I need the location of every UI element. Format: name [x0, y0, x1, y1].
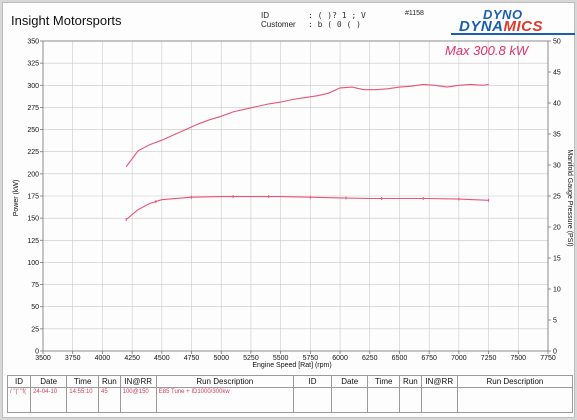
- x-tick-label: 6000: [332, 355, 348, 362]
- cell-id-2: [292, 387, 333, 396]
- max-power-annotation: Max 300.8 kW: [445, 43, 530, 58]
- x-tick-label: 6250: [362, 355, 378, 362]
- run-table-header: ID Date Time Run IN@RR Run Description I…: [6, 375, 574, 388]
- y2-tick-label: 35: [553, 132, 561, 139]
- x-axis-label: Engine Speed [Rat] (rpm): [252, 362, 331, 369]
- x-tick-label: 4500: [154, 355, 170, 362]
- table-row: / "(' "f( 24-04-10 14:55:10 45 100@150 E…: [6, 387, 574, 396]
- table-row: [6, 404, 574, 413]
- logo-word-dyno: DYNO: [483, 7, 523, 22]
- x-tick-label: 7750: [540, 355, 556, 362]
- col-run-2: Run: [399, 375, 422, 388]
- y2-tick-label: 0: [553, 349, 557, 356]
- table-row: [6, 396, 574, 404]
- y2-tick-label: 20: [553, 225, 561, 232]
- company-name: Insight Motorsports: [11, 13, 122, 28]
- customer-label: Customer: [261, 20, 296, 29]
- y2-tick-label: 5: [553, 318, 557, 325]
- y-tick-label: 150: [27, 216, 39, 223]
- col-id: ID: [6, 375, 32, 388]
- chart-grid: [42, 40, 549, 352]
- customer-value: : b ( 0 ( ): [308, 20, 361, 29]
- x-tick-label: 5500: [273, 355, 289, 362]
- logo-word-dynamics: DYNAMICS: [459, 18, 543, 35]
- col-run: Run: [98, 375, 121, 388]
- y-tick-label: 225: [27, 149, 39, 156]
- cell-time: 14:55:10: [66, 387, 100, 396]
- x-tick-label: 5750: [303, 355, 319, 362]
- y2-tick-label: 40: [553, 101, 561, 108]
- col-id-2: ID: [292, 375, 333, 388]
- col-date-2: Date: [331, 375, 369, 388]
- y-tick-label: 200: [27, 171, 39, 178]
- col-in-rr-2: IN@RR: [420, 375, 458, 388]
- id-label: ID: [261, 11, 269, 20]
- col-date: Date: [30, 375, 68, 388]
- col-time-2: Time: [367, 375, 401, 388]
- x-tick-label: 7000: [451, 355, 467, 362]
- y2-tick-label: 30: [553, 163, 561, 170]
- cell-run-description: E85 Tune + ID1000/300kw: [155, 387, 294, 396]
- cell-run-2: [399, 387, 422, 396]
- col-run-description-2: Run Description: [456, 375, 574, 388]
- cell-date: 24-04-10: [30, 387, 68, 396]
- y2-tick-label: 50: [553, 39, 561, 46]
- y-tick-label: 100: [27, 260, 39, 267]
- logo-underline: [451, 33, 575, 35]
- y-tick-label: 275: [27, 105, 39, 112]
- chart-ticks: 3500 3750 4000 4250 4500 4750 5000 5250 5500 5750…: [27, 39, 561, 363]
- cell-in-rr-2: [420, 387, 458, 396]
- cell-in-rr: 100@150: [119, 387, 157, 396]
- y-axis-label: Power (kW): [13, 180, 20, 217]
- y-tick-label: 300: [27, 83, 39, 90]
- y-tick-label: 325: [27, 61, 39, 68]
- y2-tick-label: 25: [553, 194, 561, 201]
- x-tick-label: 6750: [421, 355, 437, 362]
- run-table: ID Date Time Run IN@RR Run Description I…: [6, 375, 574, 415]
- col-run-description: Run Description: [155, 375, 294, 388]
- cell-date-2: [331, 387, 369, 396]
- dyno-chart: 3500 3750 4000 4250 4500 4750 5000 5250 5500 5750…: [13, 39, 573, 370]
- y-tick-label: 75: [31, 282, 39, 289]
- logo-mics: MICS: [503, 18, 544, 35]
- y2-axis-label: Manifold Gauge Pressure (PSI): [566, 149, 573, 246]
- x-tick-label: 4250: [124, 355, 140, 362]
- chart-series: [125, 83, 490, 222]
- id-value: : ( )? 1 ; V: [308, 11, 366, 20]
- y-tick-label: 350: [27, 39, 39, 46]
- boost-curve: [125, 196, 489, 221]
- power-curve: [125, 83, 489, 168]
- x-tick-label: 4000: [95, 355, 111, 362]
- run-number: #1158: [405, 10, 424, 17]
- col-time: Time: [66, 375, 100, 388]
- y-tick-label: 250: [27, 127, 39, 134]
- y-tick-label: 25: [31, 326, 39, 333]
- x-tick-label: 4750: [184, 355, 200, 362]
- dyno-dynamics-logo: DYNO DYNAMICS: [451, 7, 575, 39]
- y2-tick-label: 15: [553, 256, 561, 263]
- y2-tick-label: 10: [553, 287, 561, 294]
- x-tick-label: 7250: [481, 355, 497, 362]
- cell-run-description-2: [456, 387, 574, 396]
- x-tick-label: 3500: [35, 355, 51, 362]
- sheet-header: Insight Motorsports ID Customer : ( )? 1…: [3, 3, 576, 35]
- y2-tick-label: 45: [553, 70, 561, 77]
- y-tick-label: 125: [27, 238, 39, 245]
- logo-dyna: DYNA: [459, 18, 504, 35]
- x-tick-label: 5000: [213, 355, 229, 362]
- x-tick-label: 3750: [65, 355, 81, 362]
- x-tick-label: 6500: [392, 355, 408, 362]
- x-tick-label: 5250: [243, 355, 259, 362]
- cell-time-2: [367, 387, 401, 396]
- y-tick-label: 50: [31, 304, 39, 311]
- cell-id: / "(' "f(: [6, 387, 32, 396]
- y-tick-label: 0: [35, 349, 39, 356]
- col-in-rr: IN@RR: [119, 375, 157, 388]
- x-tick-label: 7500: [511, 355, 527, 362]
- cell-run: 45: [98, 387, 121, 396]
- y-tick-label: 175: [27, 194, 39, 201]
